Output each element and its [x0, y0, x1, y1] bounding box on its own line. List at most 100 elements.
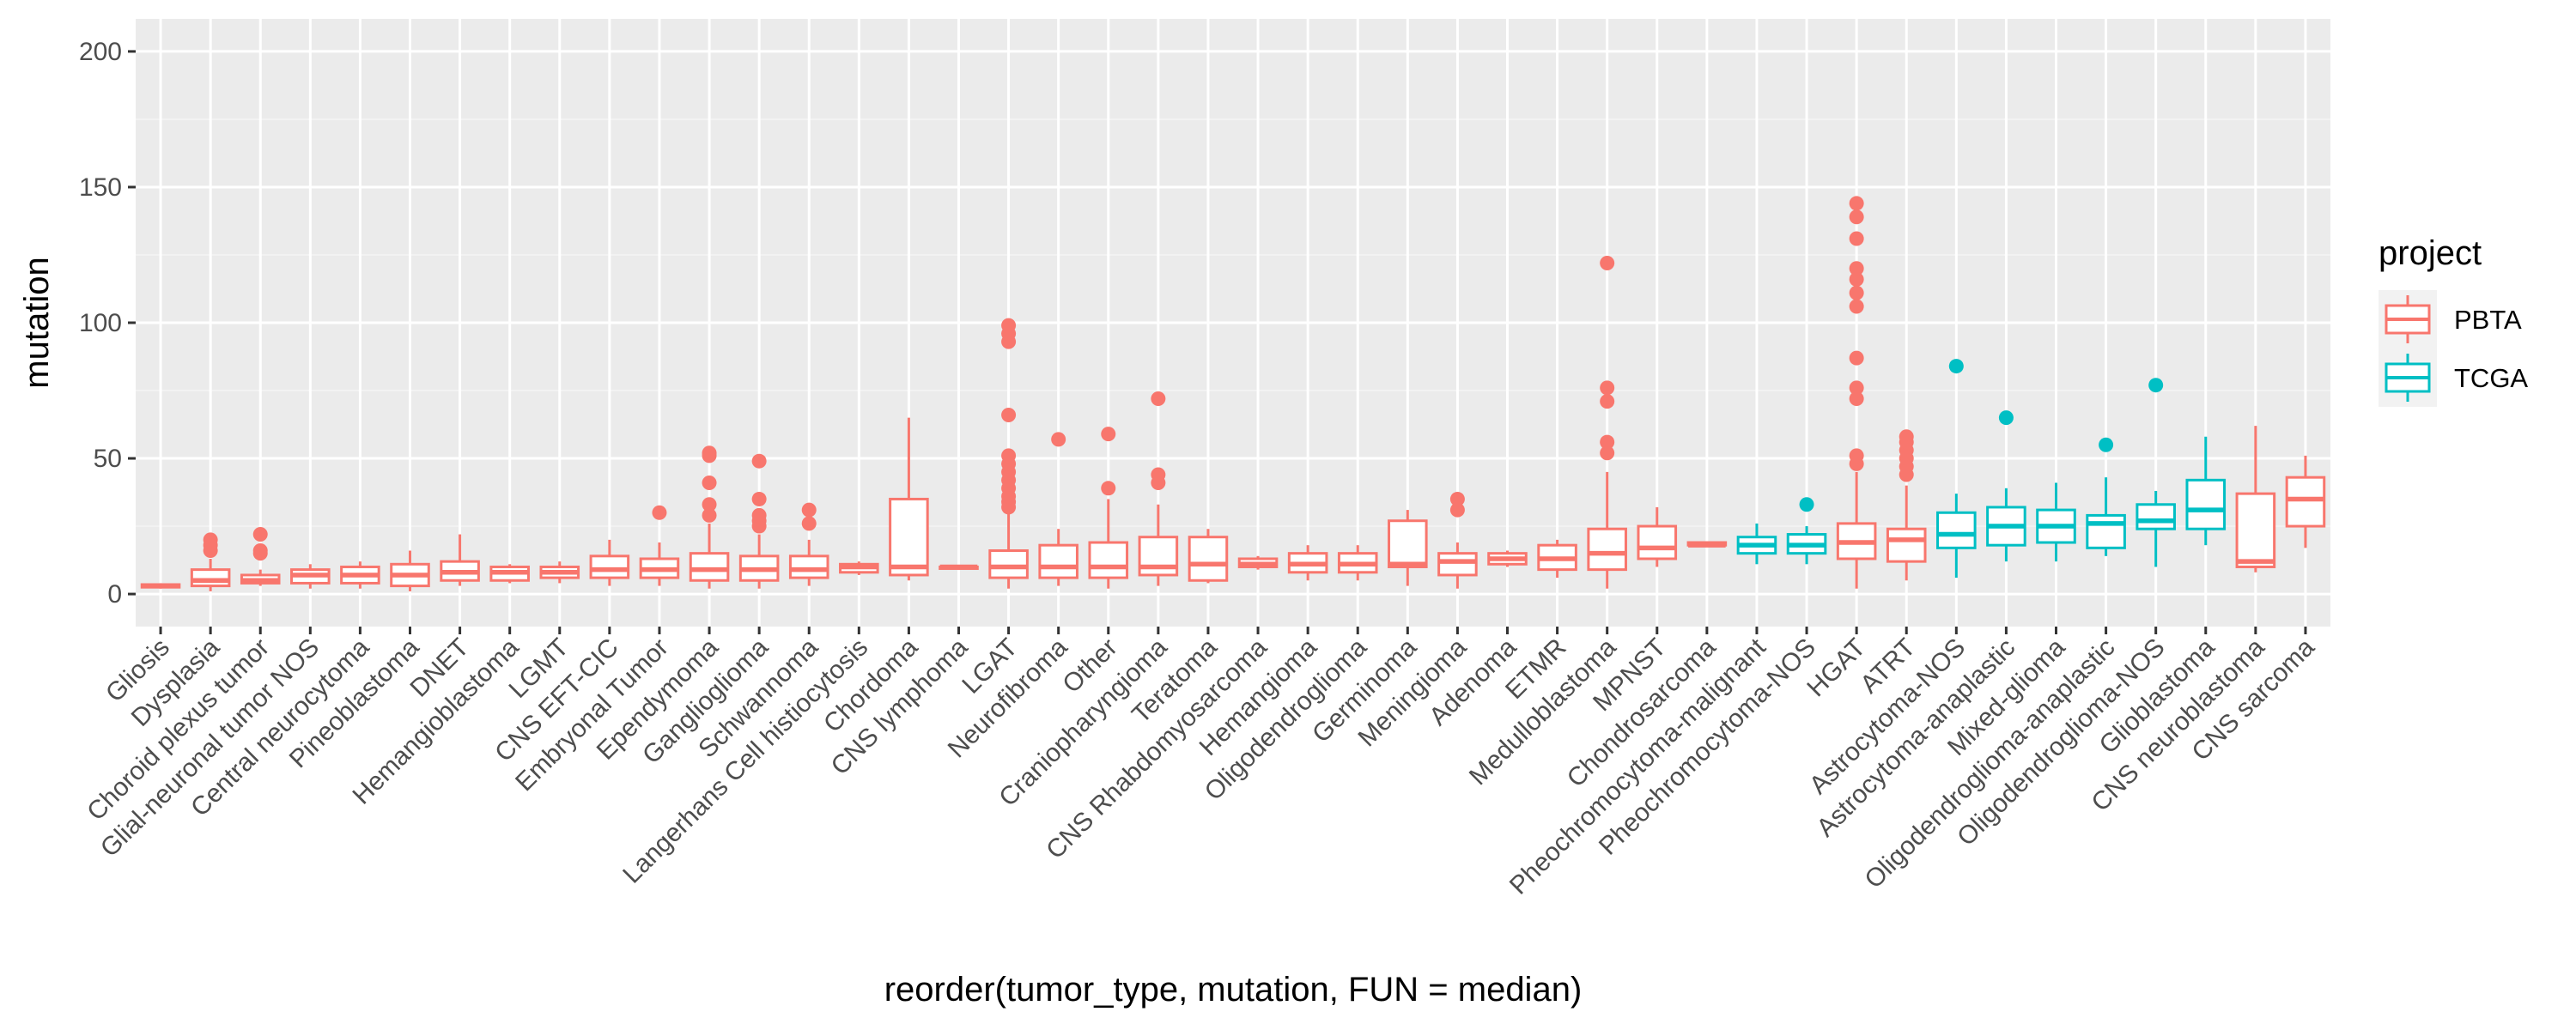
- box-astrocytoma-anaplastic: [1986, 410, 2026, 562]
- box-body: [1437, 552, 1478, 577]
- outlier-point: [1001, 318, 1017, 333]
- box-craniopharyngioma: [1138, 391, 1179, 586]
- box-neurofibroma: [1038, 432, 1078, 586]
- outlier-point: [1600, 255, 1615, 270]
- y-tick-label: 100: [79, 309, 122, 337]
- box-gliosis: [140, 583, 181, 589]
- box-body: [1936, 511, 1977, 549]
- outlier-point: [652, 505, 667, 520]
- box-teratoma: [1188, 529, 1229, 584]
- x-axis-title: reorder(tumor_type, mutation, FUN = medi…: [884, 971, 1583, 1009]
- outlier-point: [801, 516, 817, 531]
- outlier-point: [1101, 427, 1116, 442]
- y-tick-label: 200: [79, 38, 122, 66]
- outlier-point: [702, 507, 717, 523]
- outlier-point: [252, 527, 268, 542]
- outlier-point: [1849, 380, 1864, 396]
- box-mpnst: [1637, 506, 1678, 567]
- box-body: [788, 554, 829, 579]
- outlier-point: [1899, 429, 1914, 445]
- outlier-point: [1849, 209, 1864, 225]
- outlier-point: [2148, 378, 2164, 393]
- box-cns-rhabdomyosarcoma: [1237, 555, 1279, 570]
- outlier-point: [702, 445, 717, 461]
- outlier-point: [1449, 502, 1465, 518]
- legend-label: TCGA: [2454, 363, 2528, 393]
- outlier-point: [1948, 359, 1964, 374]
- outlier-point: [1799, 497, 1814, 512]
- box-medulloblastoma: [1587, 255, 1627, 589]
- box-body: [1038, 543, 1078, 579]
- box-central-neurocytoma: [340, 561, 380, 589]
- outlier-point: [1001, 407, 1017, 422]
- box-cns-lymphoma: [939, 564, 979, 570]
- outlier-point: [1001, 448, 1017, 464]
- box-body: [1886, 527, 1927, 563]
- box-lgat: [988, 318, 1029, 589]
- outlier-point: [1600, 380, 1615, 396]
- outlier-point: [252, 543, 268, 558]
- box-meningioma: [1437, 491, 1478, 589]
- y-tick-label: 50: [94, 445, 122, 473]
- box-hemangioma: [1287, 545, 1328, 581]
- box-body: [2136, 503, 2176, 530]
- box-hgat: [1836, 196, 1877, 589]
- box-cns-eft-cic: [589, 539, 630, 586]
- outlier-point: [801, 502, 817, 518]
- outlier-point: [1151, 467, 1166, 482]
- y-axis-title: mutation: [18, 257, 56, 388]
- box-ependymoma: [689, 445, 730, 589]
- box-astrocytoma-nos: [1936, 359, 1977, 579]
- box-cns-sarcoma: [2285, 455, 2326, 548]
- box-body: [2285, 476, 2326, 528]
- box-oligodendroglioma: [1337, 545, 1378, 581]
- outlier-point: [1849, 285, 1864, 300]
- box-body: [2086, 513, 2126, 549]
- outlier-point: [1849, 271, 1864, 287]
- box-chondrosarcoma: [1686, 541, 1728, 548]
- outlier-point: [1151, 391, 1166, 406]
- outlier-point: [1849, 196, 1864, 211]
- box-etmr: [1537, 539, 1577, 579]
- outlier-point: [1849, 350, 1864, 366]
- box-body: [689, 552, 730, 582]
- outlier-point: [702, 497, 717, 512]
- legend-label: PBTA: [2454, 305, 2522, 335]
- box-body: [1188, 536, 1229, 582]
- box-atrt: [1886, 429, 1927, 581]
- box-body: [1587, 527, 1627, 572]
- legend-entry-tcga: TCGA: [2379, 348, 2528, 407]
- outlier-point: [2099, 437, 2114, 452]
- box-schwannoma: [788, 502, 829, 586]
- legend: project PBTA TCGA: [2379, 234, 2528, 407]
- outlier-point: [751, 491, 767, 506]
- box-body: [1138, 536, 1179, 577]
- box-lgmt: [539, 561, 580, 584]
- box-body: [190, 568, 231, 588]
- outlier-point: [1849, 261, 1864, 276]
- outlier-point: [1600, 394, 1615, 409]
- box-body: [889, 497, 929, 577]
- gridlines: [136, 19, 2330, 627]
- box-body: [1388, 519, 1428, 568]
- outlier-point: [1051, 432, 1066, 447]
- box-body: [1088, 541, 1129, 579]
- box-body: [988, 549, 1029, 579]
- boxes: [140, 196, 2326, 591]
- box-langerhans-cell-histiocytosis: [839, 561, 879, 575]
- outlier-point: [1849, 231, 1864, 246]
- box-glial-neuronal-tumor-nos: [290, 564, 331, 589]
- box-dysplasia: [190, 532, 231, 591]
- box-other: [1088, 427, 1129, 589]
- box-body: [2185, 478, 2227, 530]
- box-chordoma: [889, 417, 929, 581]
- box-germinoma: [1388, 510, 1428, 586]
- outlier-point: [1849, 391, 1864, 406]
- box-embryonal-tumor: [639, 505, 680, 586]
- box-dnet: [440, 534, 480, 586]
- box-cns-neuroblastoma: [2235, 426, 2276, 573]
- outlier-point: [1998, 410, 2014, 426]
- box-pineoblastoma: [390, 550, 430, 591]
- box-hemangioblastoma: [489, 564, 530, 584]
